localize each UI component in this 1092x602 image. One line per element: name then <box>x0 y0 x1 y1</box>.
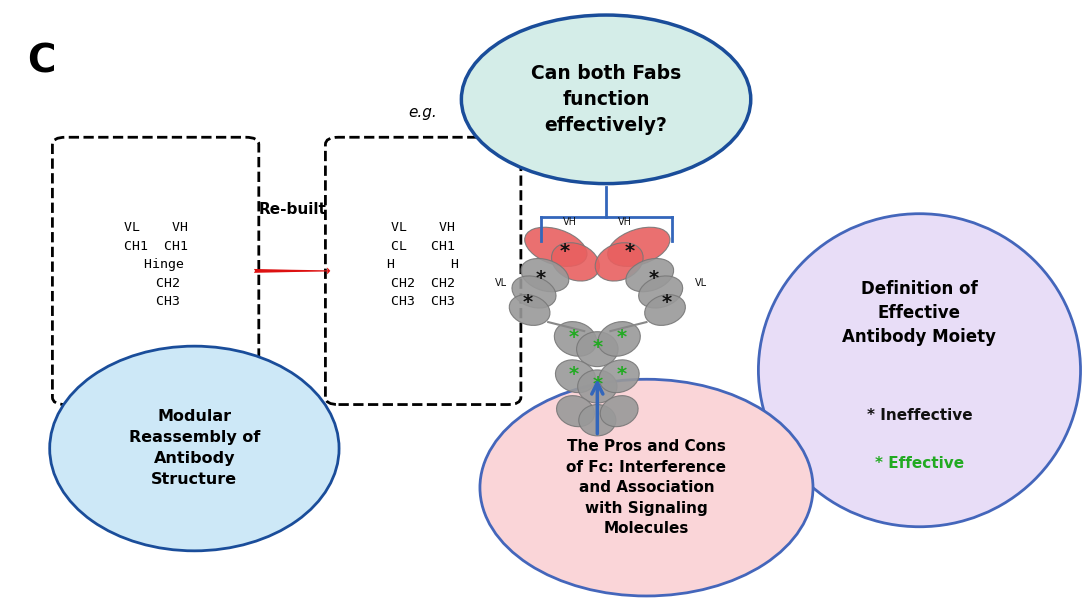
Ellipse shape <box>600 360 639 393</box>
Text: *: * <box>616 327 627 347</box>
Ellipse shape <box>50 346 340 551</box>
Ellipse shape <box>601 396 638 427</box>
Ellipse shape <box>512 276 556 308</box>
Text: Re-built: Re-built <box>258 202 327 217</box>
Text: Modular
Reassembly of
Antibody
Structure: Modular Reassembly of Antibody Structure <box>129 409 260 488</box>
Ellipse shape <box>578 370 617 403</box>
Text: *: * <box>568 365 579 384</box>
Ellipse shape <box>639 276 682 308</box>
Text: *: * <box>559 241 570 261</box>
Ellipse shape <box>551 243 600 281</box>
FancyBboxPatch shape <box>325 137 521 405</box>
Ellipse shape <box>524 227 587 267</box>
Text: * Effective: * Effective <box>875 456 964 471</box>
Text: Definition of
Effective
Antibody Moiety: Definition of Effective Antibody Moiety <box>842 280 997 346</box>
Ellipse shape <box>644 294 686 326</box>
Text: * Ineffective: * Ineffective <box>867 408 972 423</box>
Text: VH: VH <box>563 217 577 227</box>
Text: *: * <box>522 293 533 312</box>
Ellipse shape <box>598 321 640 356</box>
Text: VH: VH <box>618 217 631 227</box>
Ellipse shape <box>479 379 812 596</box>
Text: *: * <box>616 365 627 384</box>
Text: *: * <box>592 338 603 357</box>
Ellipse shape <box>626 258 674 292</box>
Text: C: C <box>27 42 56 80</box>
Text: VL: VL <box>495 278 508 288</box>
Ellipse shape <box>557 396 594 427</box>
Ellipse shape <box>595 243 643 281</box>
Ellipse shape <box>509 294 550 326</box>
Ellipse shape <box>521 258 569 292</box>
Ellipse shape <box>579 405 616 436</box>
Ellipse shape <box>556 360 595 393</box>
Text: *: * <box>568 327 579 347</box>
Text: The Pros and Cons
of Fc: Interference
and Association
with Signaling
Molecules: The Pros and Cons of Fc: Interference an… <box>567 439 726 536</box>
Ellipse shape <box>577 332 618 367</box>
Ellipse shape <box>462 15 751 184</box>
Text: *: * <box>662 293 673 312</box>
Text: VL    VH
CH1  CH1
  Hinge
   CH2
   CH3: VL VH CH1 CH1 Hinge CH2 CH3 <box>123 222 188 308</box>
Text: *: * <box>535 269 546 288</box>
Ellipse shape <box>758 214 1080 527</box>
Text: e.g.: e.g. <box>408 105 438 120</box>
Text: VL    VH
CL   CH1
H       H
CH2  CH2
CH3  CH3: VL VH CL CH1 H H CH2 CH2 CH3 CH3 <box>388 222 459 308</box>
Ellipse shape <box>555 321 596 356</box>
Text: *: * <box>592 374 603 394</box>
Ellipse shape <box>607 227 670 267</box>
FancyBboxPatch shape <box>52 137 259 405</box>
Text: VL: VL <box>695 278 708 288</box>
Text: *: * <box>625 241 636 261</box>
Text: *: * <box>649 269 660 288</box>
Text: Can both Fabs
function
effectively?: Can both Fabs function effectively? <box>531 64 681 135</box>
